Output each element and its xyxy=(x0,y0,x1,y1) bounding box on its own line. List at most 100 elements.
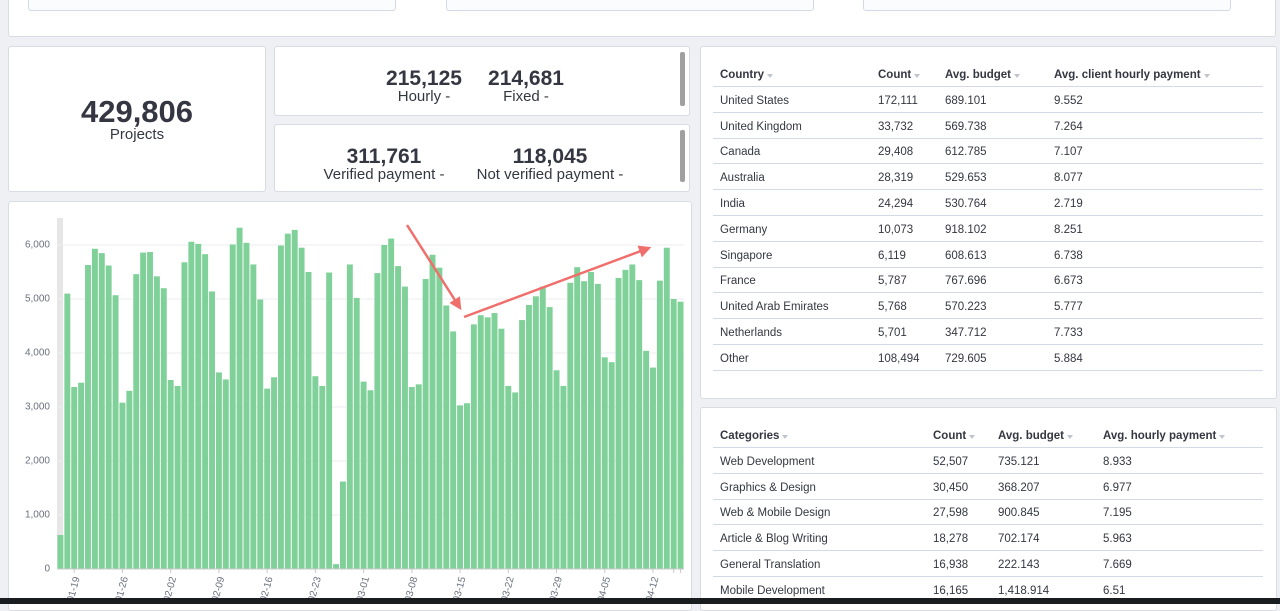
bar xyxy=(622,269,629,569)
metric: 215,125 Hourly - xyxy=(374,67,474,105)
table-cell: 6.738 xyxy=(1054,249,1083,262)
bar xyxy=(140,252,147,569)
bar xyxy=(415,384,422,569)
bar xyxy=(395,266,402,569)
row-divider xyxy=(713,472,1263,474)
table-cell: Article & Blog Writing xyxy=(720,533,828,546)
column-header[interactable]: Avg. budget xyxy=(945,68,1020,82)
metric-value: 215,125 xyxy=(386,67,462,90)
bar xyxy=(346,264,353,569)
bar xyxy=(85,264,91,569)
bar xyxy=(560,385,567,569)
bar xyxy=(119,402,126,569)
bar xyxy=(167,380,174,569)
table-cell: United Arab Emirates xyxy=(720,301,829,314)
metric: 429,806 Projects xyxy=(9,96,265,143)
row-divider xyxy=(713,137,1263,139)
table-cell: 7.195 xyxy=(1103,507,1132,520)
table-cell: 16,938 xyxy=(933,559,969,571)
table-cell: 24,294 xyxy=(878,198,914,210)
table-cell: Singapore xyxy=(720,249,773,262)
row-divider xyxy=(713,292,1263,294)
column-header[interactable]: Avg. hourly payment xyxy=(1103,429,1225,443)
bar xyxy=(532,296,539,569)
row-divider xyxy=(713,498,1263,500)
column-header[interactable]: Country xyxy=(720,68,773,82)
bar xyxy=(105,265,112,569)
bar xyxy=(326,272,333,569)
bar xyxy=(656,280,663,569)
bar xyxy=(333,564,340,569)
table-cell: 10,073 xyxy=(878,223,914,236)
table-cell: 368.207 xyxy=(998,481,1040,494)
bar xyxy=(147,252,153,569)
brush-area xyxy=(57,218,63,569)
table-cell: 767.696 xyxy=(945,275,987,288)
select[interactable]: Select... xyxy=(446,0,814,11)
table-cell: 6,119 xyxy=(878,249,906,262)
scrollbar[interactable] xyxy=(680,52,685,106)
table-cell: Australia xyxy=(720,172,765,185)
bar xyxy=(519,320,526,569)
bar xyxy=(436,267,443,569)
bar xyxy=(195,243,202,570)
metric-value: 311,761 xyxy=(346,145,422,168)
metric-label: Not verified payment - xyxy=(476,166,624,183)
row-divider xyxy=(713,240,1263,242)
table-cell: 6.977 xyxy=(1103,481,1132,494)
scrollbar[interactable] xyxy=(680,130,685,182)
bar xyxy=(222,379,229,569)
bar xyxy=(64,293,71,569)
bar xyxy=(215,372,222,569)
table-cell: Graphics & Design xyxy=(720,481,816,494)
bar xyxy=(615,277,622,569)
bar xyxy=(181,262,188,569)
bar xyxy=(650,367,656,569)
column-header[interactable]: Avg. client hourly payment xyxy=(1054,68,1210,82)
row-divider xyxy=(713,550,1263,552)
table-cell: 7.264 xyxy=(1054,120,1083,133)
table-cell: Mobile Development xyxy=(720,584,825,597)
column-header[interactable]: Avg. budget xyxy=(998,429,1073,443)
bar xyxy=(71,387,78,569)
bar xyxy=(581,281,588,569)
bar xyxy=(271,377,278,569)
table-cell: United Kingdom xyxy=(720,120,802,133)
payment-panel: 311,761 Verified payment - 118,045 Not v… xyxy=(274,124,690,192)
metric: 214,681 Fixed - xyxy=(476,68,576,105)
bar xyxy=(429,254,436,569)
row-divider xyxy=(713,576,1263,577)
bar xyxy=(643,350,650,569)
row-divider xyxy=(713,318,1263,320)
table-cell: Web Development xyxy=(720,455,815,468)
taskbar-strip xyxy=(0,598,1280,604)
table-cell: 612.785 xyxy=(945,146,987,159)
bar xyxy=(160,288,167,569)
bar xyxy=(374,273,381,569)
select[interactable]: Select... xyxy=(28,0,396,11)
table-cell: 8.933 xyxy=(1103,455,1132,468)
select[interactable]: Select... xyxy=(863,0,1231,11)
table-cell: 33,732 xyxy=(878,120,914,133)
row-divider xyxy=(713,163,1263,165)
metric-value: 118,045 xyxy=(512,145,588,168)
table-cell: Canada xyxy=(720,146,761,159)
table-cell: 918.102 xyxy=(945,223,987,236)
bar xyxy=(339,481,346,569)
column-header[interactable]: Categories xyxy=(720,429,788,443)
bar xyxy=(422,279,429,569)
bar xyxy=(174,385,181,569)
table-cell: 347.712 xyxy=(945,327,987,339)
table-cell: 5,768 xyxy=(878,301,907,314)
y-tick-label: 5,000 xyxy=(25,294,50,305)
table-cell: 8.251 xyxy=(1054,223,1083,236)
table-cell: 222.143 xyxy=(998,559,1040,571)
bar xyxy=(202,254,209,569)
column-header[interactable]: Count xyxy=(878,68,920,82)
annotation-arrow xyxy=(405,224,462,311)
table-cell: 5,701 xyxy=(878,327,907,339)
bar xyxy=(553,370,560,569)
table-cell: 8.077 xyxy=(1054,172,1083,185)
row-divider xyxy=(713,344,1263,345)
column-header[interactable]: Count xyxy=(933,429,975,443)
